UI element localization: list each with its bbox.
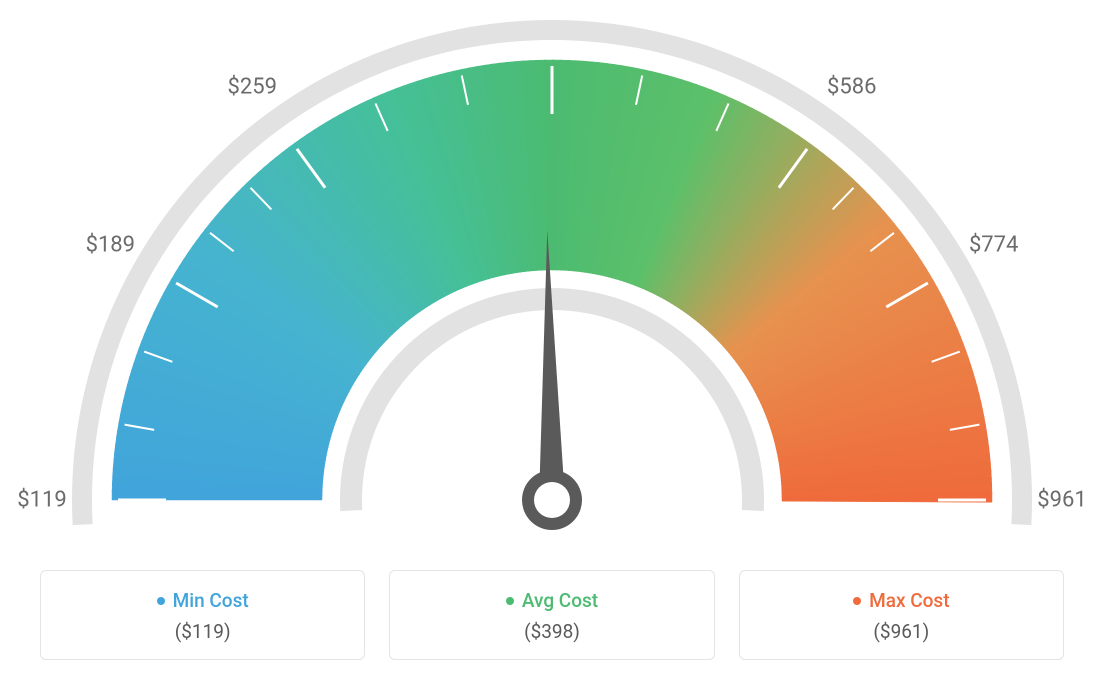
tick-label: $119 <box>17 488 66 513</box>
legend-card-max: Max Cost ($961) <box>739 570 1064 660</box>
tick-label: $259 <box>227 75 276 100</box>
legend-value-avg: ($398) <box>400 620 703 643</box>
dot-icon <box>506 597 514 605</box>
legend-title-max: Max Cost <box>853 589 949 612</box>
legend-card-min: Min Cost ($119) <box>40 570 365 660</box>
gauge-svg <box>0 0 1104 560</box>
legend-label: Max Cost <box>869 589 949 612</box>
tick-label: $586 <box>827 75 876 100</box>
legend-label: Min Cost <box>173 589 249 612</box>
legend-value-max: ($961) <box>750 620 1053 643</box>
cost-gauge: $119 $189 $259 $398 $586 $774 $961 <box>0 0 1104 560</box>
legend-value-min: ($119) <box>51 620 354 643</box>
legend-label: Avg Cost <box>522 589 598 612</box>
dot-icon <box>157 597 165 605</box>
legend-title-min: Min Cost <box>157 589 249 612</box>
tick-label: $189 <box>86 233 135 258</box>
legend-row: Min Cost ($119) Avg Cost ($398) Max Cost… <box>40 570 1064 660</box>
legend-card-avg: Avg Cost ($398) <box>389 570 714 660</box>
tick-label: $961 <box>1037 488 1086 513</box>
legend-title-avg: Avg Cost <box>506 589 598 612</box>
dot-icon <box>853 597 861 605</box>
tick-label: $398 <box>527 0 576 3</box>
tick-label: $774 <box>969 233 1018 258</box>
